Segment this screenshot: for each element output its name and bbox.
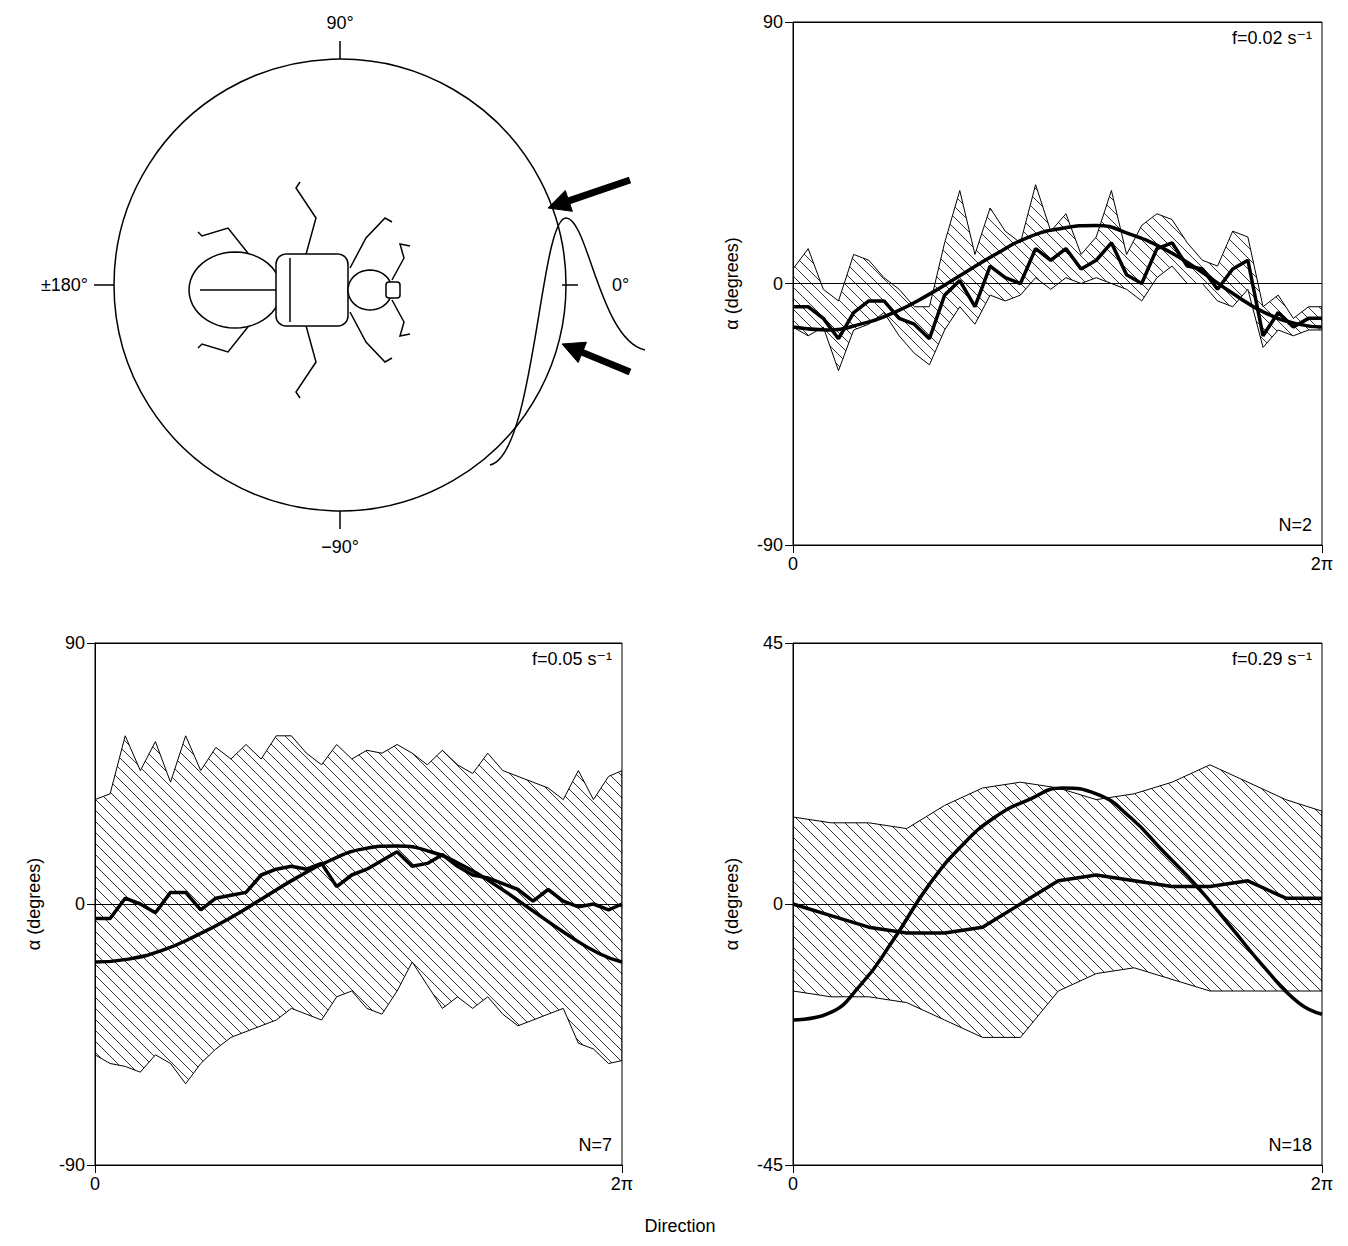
svg-text:45: 45 <box>763 633 783 653</box>
svg-text:α (degrees): α (degrees) <box>722 858 742 950</box>
svg-text:0: 0 <box>90 1174 100 1194</box>
svg-text:±180°: ±180° <box>41 275 88 295</box>
svg-text:α (degrees): α (degrees) <box>24 858 44 950</box>
svg-text:0: 0 <box>773 894 783 914</box>
svg-text:f=0.02 s⁻¹: f=0.02 s⁻¹ <box>1232 28 1312 48</box>
svg-text:2π: 2π <box>611 1174 633 1194</box>
svg-text:0: 0 <box>773 274 783 294</box>
svg-text:0: 0 <box>75 894 85 914</box>
svg-text:N=18: N=18 <box>1268 1135 1312 1155</box>
svg-text:90°: 90° <box>326 13 353 33</box>
svg-text:-45: -45 <box>757 1155 783 1175</box>
svg-text:f=0.29 s⁻¹: f=0.29 s⁻¹ <box>1232 649 1312 669</box>
svg-text:-90: -90 <box>59 1155 85 1175</box>
svg-text:-90: -90 <box>757 535 783 555</box>
svg-text:90: 90 <box>763 12 783 32</box>
svg-text:−90°: −90° <box>321 537 359 557</box>
svg-text:0°: 0° <box>612 275 629 295</box>
svg-text:f=0.05 s⁻¹: f=0.05 s⁻¹ <box>532 649 612 669</box>
svg-text:Direction: Direction <box>644 1216 715 1236</box>
svg-text:N=7: N=7 <box>578 1135 612 1155</box>
svg-text:α (degrees): α (degrees) <box>722 237 742 329</box>
svg-text:90: 90 <box>65 633 85 653</box>
svg-text:N=2: N=2 <box>1278 515 1312 535</box>
svg-text:0: 0 <box>788 554 798 574</box>
svg-text:2π: 2π <box>1311 1174 1333 1194</box>
svg-text:0: 0 <box>788 1174 798 1194</box>
svg-text:2π: 2π <box>1311 554 1333 574</box>
